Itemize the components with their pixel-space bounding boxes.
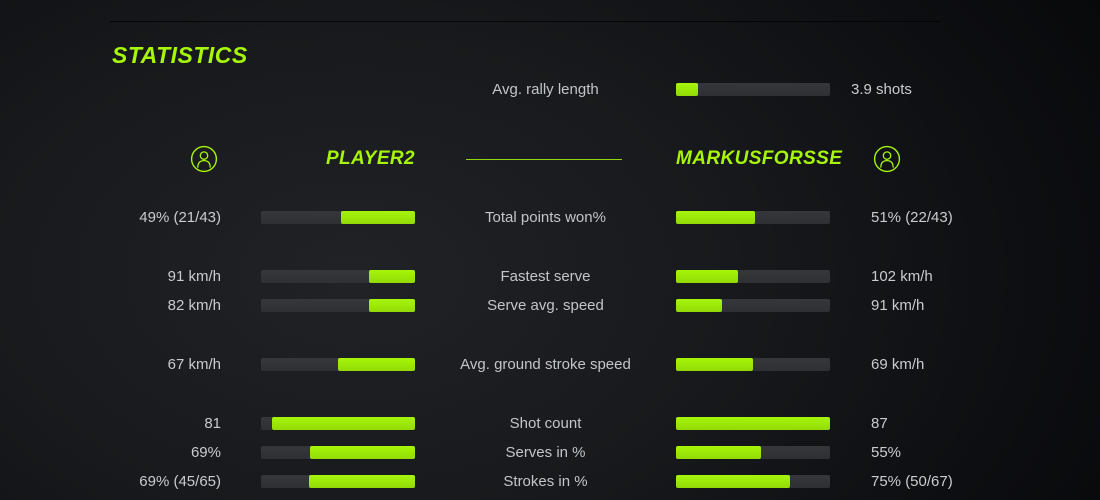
stat-label: Strokes in %: [503, 473, 588, 490]
page-title: STATISTICS: [112, 42, 248, 68]
left-player-bar-fill: [271, 417, 415, 430]
left-player-value: 69% (45/65): [139, 473, 221, 490]
right-player-avatar-icon: [873, 145, 901, 173]
right-player-bar-fill: [676, 475, 790, 488]
left-player-bar-fill: [310, 446, 415, 459]
left-player-bar: [261, 270, 415, 283]
right-player-bar: [676, 475, 830, 488]
right-player-bar-fill: [676, 417, 830, 430]
left-player-avatar-icon: [190, 145, 218, 173]
left-player-value: 82 km/h: [167, 297, 221, 314]
right-player-bar: [676, 270, 830, 283]
left-player-value: 91 km/h: [167, 268, 221, 285]
left-player-bar-fill: [368, 270, 415, 283]
stat-label: Serves in %: [505, 444, 586, 461]
right-player-value: 75% (50/67): [871, 473, 953, 490]
right-player-bar: [676, 211, 830, 224]
left-player-value: 81: [204, 415, 221, 432]
right-player-name: MARKUSFORSSE: [676, 148, 843, 169]
stat-label: Serve avg. speed: [487, 297, 604, 314]
stat-row-serve-avg-speed: 82 km/h Serve avg. speed 91 km/h: [0, 296, 1100, 316]
left-player-name: PLAYER2: [325, 148, 415, 169]
rally-length-row: Avg. rally length 3.9 shots: [0, 80, 1100, 100]
stat-row-ground-stroke-speed: 67 km/h Avg. ground stroke speed 69 km/h: [0, 355, 1100, 375]
right-player-bar-fill: [676, 270, 738, 283]
right-player-bar: [676, 417, 830, 430]
rally-length-bar: [676, 83, 830, 96]
left-player-bar-fill: [368, 299, 415, 312]
left-player-bar: [261, 358, 415, 371]
stat-row-serves-in: 69% Serves in % 55%: [0, 443, 1100, 463]
left-player-bar-fill: [341, 211, 415, 224]
right-player-bar-fill: [676, 358, 753, 371]
left-player-value: 67 km/h: [167, 356, 221, 373]
right-player-value: 91 km/h: [871, 297, 925, 314]
stat-row-fastest-serve: 91 km/h Fastest serve 102 km/h: [0, 267, 1100, 287]
left-player-bar: [261, 299, 415, 312]
right-player-value: 102 km/h: [871, 268, 933, 285]
left-player-bar: [261, 417, 415, 430]
stat-row-strokes-in: 69% (45/65) Strokes in % 75% (50/67): [0, 472, 1100, 492]
left-player-bar: [261, 475, 415, 488]
right-player-bar-fill: [676, 211, 755, 224]
right-player-bar-fill: [676, 446, 761, 459]
stat-label: Shot count: [509, 415, 582, 432]
right-player-value: 69 km/h: [871, 356, 925, 373]
players-divider-line: [466, 159, 622, 160]
top-divider: [110, 21, 941, 22]
right-player-bar: [676, 358, 830, 371]
rally-length-value: 3.9 shots: [851, 81, 912, 98]
left-player-value: 49% (21/43): [139, 209, 221, 226]
stat-label: Avg. ground stroke speed: [460, 356, 631, 373]
left-player-value: 69%: [190, 444, 221, 461]
right-player-value: 87: [871, 415, 888, 432]
rally-length-label: Avg. rally length: [492, 81, 599, 98]
right-player-bar: [676, 299, 830, 312]
stat-row-total-points: 49% (21/43) Total points won% 51% (22/43…: [0, 208, 1100, 228]
stat-label: Fastest serve: [500, 268, 591, 285]
stat-row-shot-count: 81 Shot count 87: [0, 414, 1100, 434]
left-player-bar-fill: [308, 475, 415, 488]
left-player-bar-fill: [338, 358, 415, 371]
players-header: PLAYER2 MARKUSFORSSE: [0, 144, 1100, 174]
right-player-value: 51% (22/43): [871, 209, 953, 226]
right-player-value: 55%: [871, 444, 902, 461]
left-player-bar: [261, 211, 415, 224]
left-player-bar: [261, 446, 415, 459]
right-player-bar-fill: [676, 299, 723, 312]
right-player-bar: [676, 446, 830, 459]
rally-length-bar-fill: [676, 83, 698, 96]
stat-label: Total points won%: [485, 209, 606, 226]
